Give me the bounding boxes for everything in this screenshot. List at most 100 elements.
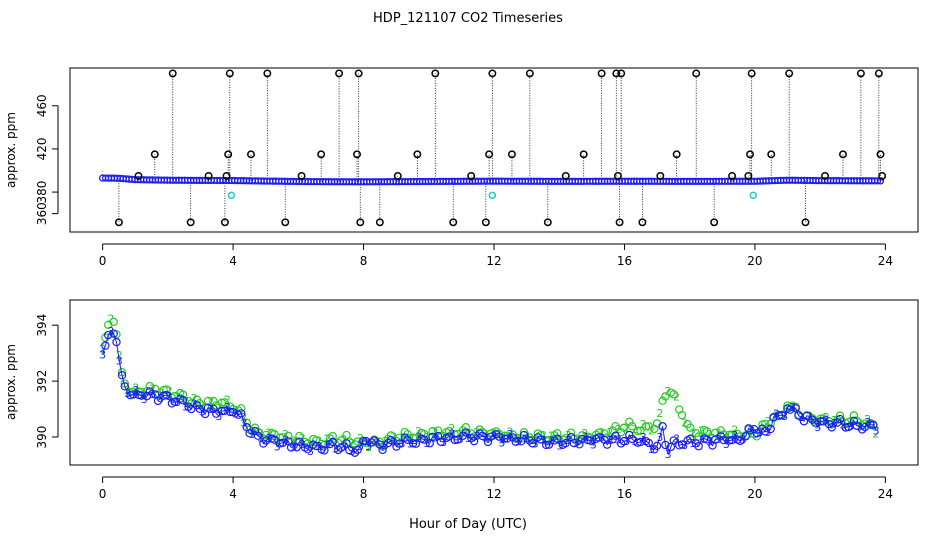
series-3-point [103, 330, 113, 340]
series-3-point [766, 424, 775, 434]
spike-point [354, 69, 363, 78]
series-3-label-point: 3 [848, 420, 855, 433]
series-2-label-point: 2 [864, 413, 871, 426]
series-3-label-point: 3 [282, 434, 289, 447]
bottom-plot-frame [69, 299, 919, 466]
series-3-label-point: 3 [623, 435, 630, 448]
bottom-x-tick-label: 0 [99, 487, 107, 501]
spike-point [710, 218, 719, 227]
baseline-point [873, 177, 882, 185]
series-3-label-point: 3 [548, 435, 555, 448]
series-2-label-point: 2 [99, 343, 106, 356]
series-3-label-point: 3 [257, 431, 264, 444]
series-2-point [461, 423, 470, 432]
spike-point [222, 171, 231, 180]
top-y-tick-label: 360 [35, 202, 49, 225]
top-x-tick-label: 12 [486, 254, 501, 268]
series-3-point [237, 409, 246, 418]
spike-point [393, 171, 402, 180]
series-3-label-point: 3 [814, 421, 821, 434]
series-2-label-point: 2 [873, 428, 880, 441]
series-2-point [627, 422, 637, 431]
series-2-label-point: 2 [540, 429, 547, 442]
series-3-point [519, 430, 529, 440]
series-3-label-point: 3 [615, 433, 622, 446]
series-3-point [450, 435, 459, 445]
spike-point [612, 69, 621, 78]
series-2-label-point: 2 [598, 426, 605, 439]
spike-point [615, 218, 624, 227]
series-2-label-point: 2 [241, 411, 248, 424]
series-2-point [669, 390, 678, 399]
series-2-point [733, 429, 742, 439]
series-2-label-point: 2 [166, 384, 173, 397]
series-3-point [217, 406, 227, 416]
series-3-label-point: 3 [789, 401, 796, 414]
bottom-x-tick-label: 20 [747, 487, 762, 501]
series-3-label-point: 3 [374, 437, 381, 450]
series-2-point [702, 427, 712, 436]
series-3-label-point: 3 [132, 384, 139, 397]
series-2-point [220, 398, 229, 407]
spike-point [728, 171, 737, 180]
series-3-label-point: 3 [831, 417, 838, 430]
spike-point [353, 150, 361, 159]
series-2-point [320, 440, 329, 450]
series-3-label-point: 3 [640, 431, 647, 444]
series-3-point [636, 437, 645, 447]
series-3-point [225, 407, 235, 417]
series-3-label-point: 3 [690, 437, 697, 450]
series-3-point [536, 435, 545, 444]
series-2-point [633, 426, 642, 436]
series-3-label-point: 3 [448, 427, 455, 440]
series-3-point [187, 404, 196, 414]
series-3-label-point: 3 [798, 411, 805, 424]
series-3-label-point: 3 [182, 400, 189, 413]
series-3-point [278, 438, 288, 447]
bottom-x-axis-label: Hour of Day (UTC) [409, 517, 527, 532]
spike-point [767, 150, 776, 159]
series-3-point [611, 431, 620, 440]
spike-point [168, 69, 177, 78]
series-3-point [411, 439, 421, 448]
series-3-point [101, 341, 110, 350]
series-3-point [669, 436, 678, 445]
series-2-point [386, 431, 396, 440]
series-3-label-point: 3 [648, 443, 655, 456]
series-3-point [644, 438, 653, 448]
series-3-point [752, 429, 762, 438]
bottom-y-tick-label: 390 [35, 426, 49, 449]
spike-point [839, 150, 847, 159]
series-2-label-point: 2 [365, 441, 372, 454]
series-2-label-point: 2 [191, 392, 198, 405]
series-2-label-point: 2 [731, 423, 738, 436]
spike-point [543, 218, 552, 227]
series-3-point [719, 435, 728, 445]
series-2-point [428, 427, 437, 436]
series-3-point [120, 382, 129, 391]
series-3-point [741, 432, 750, 441]
series-2-label-point: 2 [665, 385, 672, 398]
series-3-point [858, 425, 867, 434]
series-3-point [203, 403, 213, 412]
series-3-label-point: 3 [823, 414, 830, 427]
series-3-point [578, 434, 587, 444]
series-2-point [619, 423, 629, 433]
series-3-point [561, 439, 570, 448]
series-3-point [866, 420, 875, 429]
series-2-point [328, 431, 337, 441]
series-3-point [760, 427, 770, 436]
series-3-point [774, 411, 784, 420]
series-2-point [636, 426, 645, 435]
spike-point [617, 69, 626, 78]
series-2-label-point: 2 [673, 391, 680, 404]
top-x-tick-label: 20 [747, 254, 762, 268]
series-3-label-point: 3 [781, 410, 788, 423]
series-3-label-point: 3 [141, 393, 148, 406]
series-3-point [162, 390, 171, 400]
series-3-point [408, 439, 418, 448]
series-3-label-point: 3 [407, 437, 414, 450]
series-2-label-point: 2 [498, 433, 505, 446]
series-3-point [661, 440, 670, 450]
series-2-label-point: 2 [132, 381, 139, 394]
